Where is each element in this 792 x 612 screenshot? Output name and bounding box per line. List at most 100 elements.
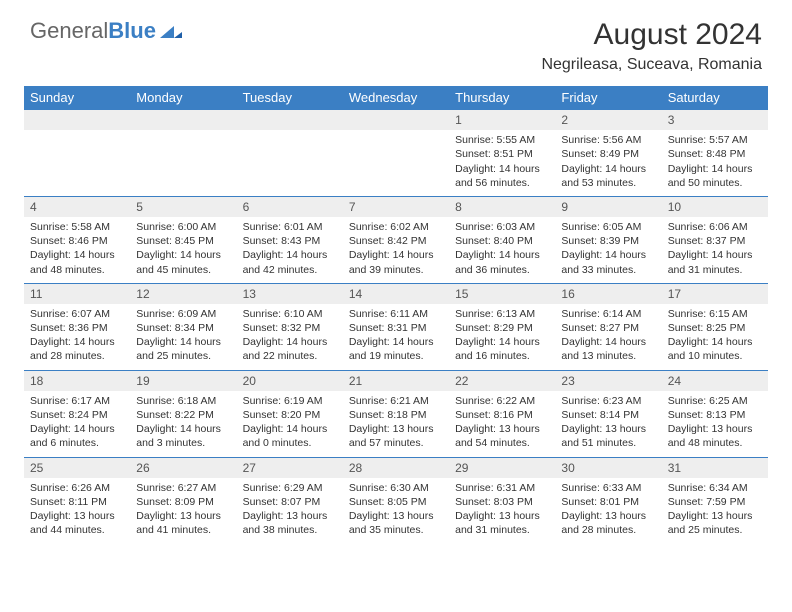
sunset-text: Sunset: 8:11 PM bbox=[30, 495, 124, 509]
sunset-text: Sunset: 7:59 PM bbox=[668, 495, 762, 509]
day-number-cell bbox=[343, 110, 449, 131]
brand-part1: General bbox=[30, 18, 108, 44]
day-number-cell: 27 bbox=[237, 457, 343, 478]
sunrise-text: Sunrise: 6:05 AM bbox=[561, 220, 655, 234]
brand-logo: GeneralBlue bbox=[30, 18, 182, 44]
day-detail-cell: Sunrise: 5:55 AMSunset: 8:51 PMDaylight:… bbox=[449, 130, 555, 196]
day-number-cell: 31 bbox=[662, 457, 768, 478]
sunrise-text: Sunrise: 6:00 AM bbox=[136, 220, 230, 234]
sunset-text: Sunset: 8:36 PM bbox=[30, 321, 124, 335]
daylight-text: Daylight: 13 hours and 28 minutes. bbox=[561, 509, 655, 537]
daylight-text: Daylight: 13 hours and 25 minutes. bbox=[668, 509, 762, 537]
day-detail-cell: Sunrise: 6:15 AMSunset: 8:25 PMDaylight:… bbox=[662, 304, 768, 370]
day-header: Friday bbox=[555, 86, 661, 110]
day-header-row: Sunday Monday Tuesday Wednesday Thursday… bbox=[24, 86, 768, 110]
sunrise-text: Sunrise: 6:07 AM bbox=[30, 307, 124, 321]
sunrise-text: Sunrise: 5:57 AM bbox=[668, 133, 762, 147]
sunset-text: Sunset: 8:22 PM bbox=[136, 408, 230, 422]
day-detail-cell bbox=[343, 130, 449, 196]
title-block: August 2024 Negrileasa, Suceava, Romania bbox=[541, 18, 762, 74]
day-header: Wednesday bbox=[343, 86, 449, 110]
daylight-text: Daylight: 13 hours and 48 minutes. bbox=[668, 422, 762, 450]
daylight-text: Daylight: 14 hours and 42 minutes. bbox=[243, 248, 337, 276]
day-number-cell: 1 bbox=[449, 110, 555, 131]
logo-mark-icon bbox=[160, 18, 182, 44]
sunset-text: Sunset: 8:51 PM bbox=[455, 147, 549, 161]
day-number-cell: 5 bbox=[130, 196, 236, 217]
day-header: Saturday bbox=[662, 86, 768, 110]
day-number-cell: 11 bbox=[24, 283, 130, 304]
day-detail-cell: Sunrise: 6:19 AMSunset: 8:20 PMDaylight:… bbox=[237, 391, 343, 457]
day-number-cell: 21 bbox=[343, 370, 449, 391]
day-detail-cell: Sunrise: 6:29 AMSunset: 8:07 PMDaylight:… bbox=[237, 478, 343, 544]
day-number-row: 18192021222324 bbox=[24, 370, 768, 391]
day-detail-cell: Sunrise: 6:01 AMSunset: 8:43 PMDaylight:… bbox=[237, 217, 343, 283]
day-detail-cell: Sunrise: 6:25 AMSunset: 8:13 PMDaylight:… bbox=[662, 391, 768, 457]
day-detail-row: Sunrise: 6:07 AMSunset: 8:36 PM Daylight:… bbox=[24, 304, 768, 370]
day-detail-cell: Sunrise: 6:17 AMSunset: 8:24 PMDaylight:… bbox=[24, 391, 130, 457]
sunset-text: Sunset: 8:01 PM bbox=[561, 495, 655, 509]
daylight-text: Daylight: 14 hours and 16 minutes. bbox=[455, 335, 549, 363]
sunset-text: Sunset: 8:14 PM bbox=[561, 408, 655, 422]
day-number-cell bbox=[237, 110, 343, 131]
sunrise-text: Sunrise: 5:56 AM bbox=[561, 133, 655, 147]
day-number-row: 45678910 bbox=[24, 196, 768, 217]
day-detail-cell: Sunrise: 6:11 AMSunset: 8:31 PMDaylight:… bbox=[343, 304, 449, 370]
day-detail-cell: Sunrise: 6:34 AMSunset: 7:59 PMDaylight:… bbox=[662, 478, 768, 544]
sunset-text: Sunset: 8:07 PM bbox=[243, 495, 337, 509]
day-number-row: 123 bbox=[24, 110, 768, 131]
header: GeneralBlue August 2024 Negrileasa, Suce… bbox=[0, 0, 792, 74]
sunrise-text: Sunrise: 5:55 AM bbox=[455, 133, 549, 147]
page-title: August 2024 bbox=[541, 18, 762, 52]
day-number-cell: 24 bbox=[662, 370, 768, 391]
sunset-text: Sunset: 8:34 PM bbox=[136, 321, 230, 335]
day-detail-cell: Sunrise: 6:06 AMSunset: 8:37 PMDaylight:… bbox=[662, 217, 768, 283]
sunrise-text: Sunrise: 6:17 AM bbox=[30, 394, 124, 408]
sunset-text: Sunset: 8:13 PM bbox=[668, 408, 762, 422]
day-detail-cell: Sunrise: 6:13 AMSunset: 8:29 PMDaylight:… bbox=[449, 304, 555, 370]
daylight-text: Daylight: 13 hours and 57 minutes. bbox=[349, 422, 443, 450]
brand-part2: Blue bbox=[108, 18, 156, 44]
day-number-cell: 2 bbox=[555, 110, 661, 131]
day-number-cell: 12 bbox=[130, 283, 236, 304]
day-detail-cell: Sunrise: 6:05 AMSunset: 8:39 PMDaylight:… bbox=[555, 217, 661, 283]
day-detail-cell: Sunrise: 5:56 AMSunset: 8:49 PMDaylight:… bbox=[555, 130, 661, 196]
day-number-cell: 15 bbox=[449, 283, 555, 304]
day-detail-cell: Sunrise: 6:03 AMSunset: 8:40 PMDaylight:… bbox=[449, 217, 555, 283]
daylight-text: Daylight: 14 hours and 6 minutes. bbox=[30, 422, 124, 450]
sunrise-text: Sunrise: 6:26 AM bbox=[30, 481, 124, 495]
sunrise-text: Sunrise: 6:27 AM bbox=[136, 481, 230, 495]
sunrise-text: Sunrise: 6:06 AM bbox=[668, 220, 762, 234]
day-number-cell: 23 bbox=[555, 370, 661, 391]
sunrise-text: Sunrise: 6:10 AM bbox=[243, 307, 337, 321]
day-detail-cell: Sunrise: 5:58 AMSunset: 8:46 PMDaylight:… bbox=[24, 217, 130, 283]
day-detail-cell: Sunrise: 6:21 AMSunset: 8:18 PMDaylight:… bbox=[343, 391, 449, 457]
day-detail-cell: Sunrise: 6:09 AMSunset: 8:34 PMDaylight:… bbox=[130, 304, 236, 370]
day-number-row: 25262728293031 bbox=[24, 457, 768, 478]
day-number-cell: 17 bbox=[662, 283, 768, 304]
daylight-text: Daylight: 13 hours and 51 minutes. bbox=[561, 422, 655, 450]
daylight-text: Daylight: 14 hours and 33 minutes. bbox=[561, 248, 655, 276]
sunset-text: Sunset: 8:20 PM bbox=[243, 408, 337, 422]
day-number-cell: 26 bbox=[130, 457, 236, 478]
sunrise-text: Sunrise: 6:11 AM bbox=[349, 307, 443, 321]
daylight-text: Daylight: 14 hours and 31 minutes. bbox=[668, 248, 762, 276]
sunset-text: Sunset: 8:32 PM bbox=[243, 321, 337, 335]
sunrise-text: Sunrise: 6:34 AM bbox=[668, 481, 762, 495]
sunset-text: Sunset: 8:29 PM bbox=[455, 321, 549, 335]
sunrise-text: Sunrise: 6:15 AM bbox=[668, 307, 762, 321]
sunset-text: Sunset: 8:27 PM bbox=[561, 321, 655, 335]
day-number-cell bbox=[130, 110, 236, 131]
daylight-text: Daylight: 14 hours and 56 minutes. bbox=[455, 162, 549, 190]
sunset-text: Sunset: 8:48 PM bbox=[668, 147, 762, 161]
sunrise-text: Sunrise: 6:18 AM bbox=[136, 394, 230, 408]
day-detail-cell: Sunrise: 6:23 AMSunset: 8:14 PMDaylight:… bbox=[555, 391, 661, 457]
day-number-cell: 3 bbox=[662, 110, 768, 131]
day-number-cell: 29 bbox=[449, 457, 555, 478]
sunset-text: Sunset: 8:03 PM bbox=[455, 495, 549, 509]
day-detail-row: Sunrise: 6:17 AMSunset: 8:24 PMDaylight:… bbox=[24, 391, 768, 457]
day-number-cell bbox=[24, 110, 130, 131]
sunset-text: Sunset: 8:18 PM bbox=[349, 408, 443, 422]
day-number-cell: 4 bbox=[24, 196, 130, 217]
day-detail-cell bbox=[237, 130, 343, 196]
